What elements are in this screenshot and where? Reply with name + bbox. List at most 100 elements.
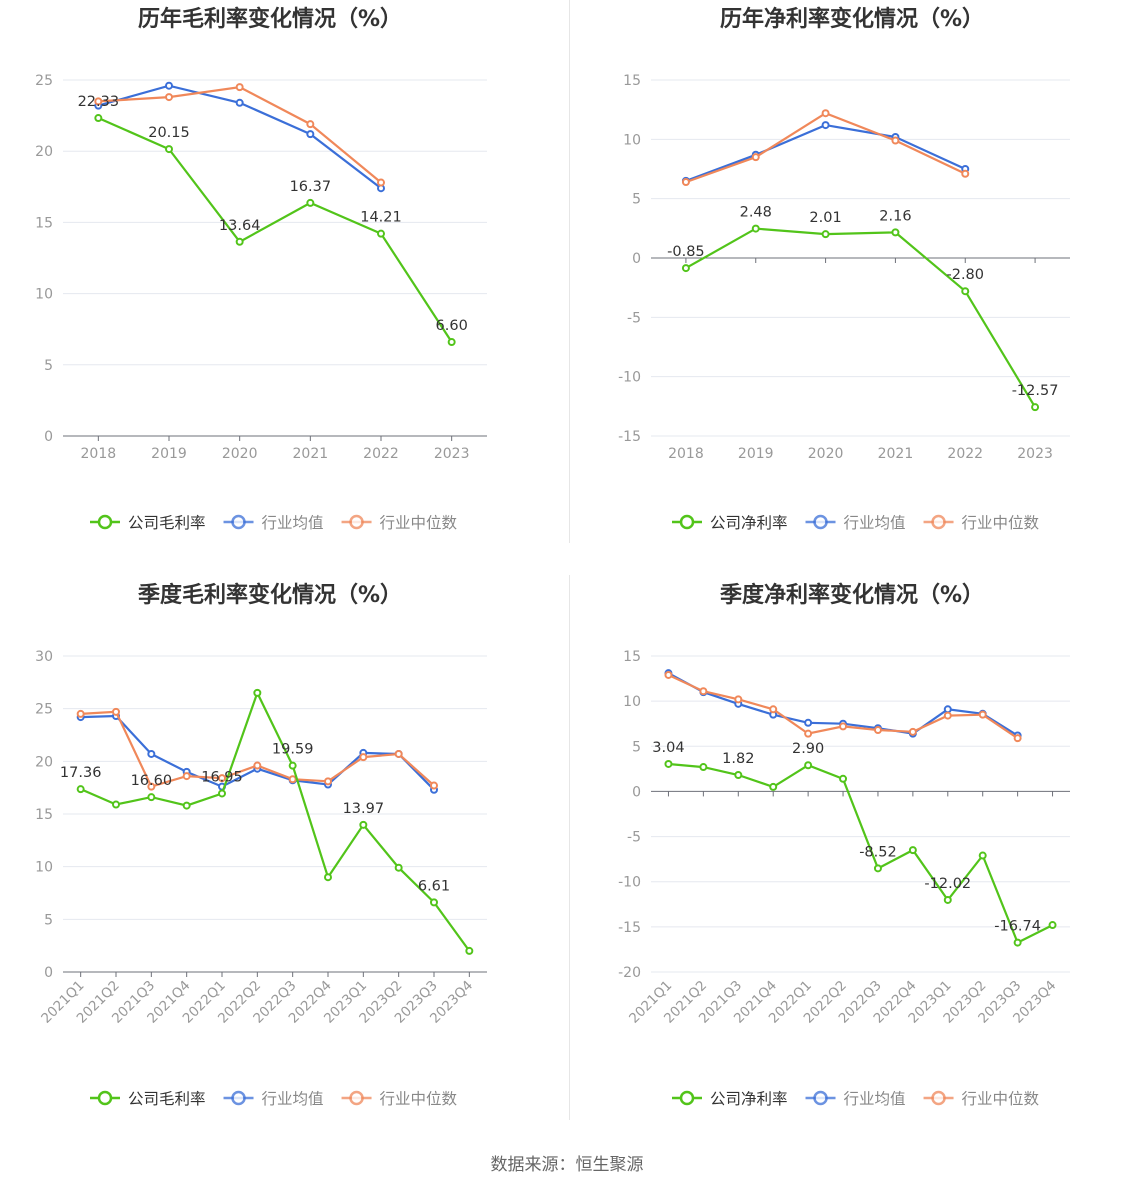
chart4-data-point-1 [664,759,673,768]
chart2-legend-marker-3 [931,514,946,530]
chart1-legend-marker-2 [231,514,246,530]
chart1-data-point-1 [306,198,315,207]
chart1-x-tick-label: 2019 [151,446,187,462]
chart2-y-tick-label: 10 [623,132,641,148]
chart1-x-tick-label: 2022 [363,446,399,462]
chart1-data-point-1 [94,114,103,123]
chart4-data-point-1 [943,895,952,904]
chart3-data-point-3 [430,781,438,790]
chart4-data-point-3 [1013,734,1022,743]
chart3-legend-label-3: 行业中位数 [380,1090,458,1108]
chart4-data-point-3 [978,710,987,719]
chart1-series-line-1 [97,116,453,343]
chart4-y-tick-label: 5 [632,739,641,755]
chart2-x-tick-label: 2020 [808,446,844,462]
chart2-data-point-1 [681,264,690,273]
chart4-data-label: -16.74 [994,919,1041,935]
chart1-data-label: 6.60 [436,318,468,334]
chart3-data-point-3 [288,775,297,784]
chart4-data-point-3 [839,722,848,731]
chart3-data-point-1 [430,898,438,907]
chart3-title: 季度毛利率变化情况（%） [138,582,402,608]
chart2-data-label: 2.48 [740,205,772,221]
chart3-data-point-1 [182,801,191,810]
chart3-legend-marker-1 [97,1090,113,1106]
chart4-data-point-2 [804,718,813,727]
chart3-series-line-1 [80,690,471,952]
chart2-data-point-1 [891,228,900,237]
chart1-data-point-1 [447,338,456,347]
chart2-data-point-3 [821,109,830,118]
chart1-data-label: 14.21 [360,210,402,226]
chart4-data-point-1 [839,774,848,783]
chart1-x-tick-label: 2023 [434,446,470,462]
chart3-data-point-1 [288,761,297,770]
chart2-legend-marker-2 [813,514,828,530]
chart2-x-tick-label: 2022 [947,446,983,462]
chart1-y-tick-label: 15 [35,215,53,231]
chart3-y-tick-label: 25 [35,702,53,718]
chart2-y-tick-label: 0 [632,251,641,267]
chart1-legend-label-1: 公司毛利率 [128,514,206,532]
chart2-series-line-1 [685,227,1037,408]
chart1-legend-label-2: 行业均值 [262,514,324,532]
chart3-data-point-3 [182,772,191,781]
chart4-data-point-3 [804,729,813,738]
chart4-data-point-2 [943,705,952,714]
chart1-y-tick-label: 20 [35,144,53,160]
chart3-legend-marker-2 [231,1090,246,1106]
chart2-data-point-2 [821,121,830,130]
chart3-data-point-1 [253,688,262,697]
chart2-data-point-1 [821,230,830,239]
chart2-x-tick-label: 2021 [878,446,914,462]
chart3-y-tick-label: 30 [35,649,53,665]
chart3-data-point-3 [147,782,156,791]
chart3-data-point-1 [112,800,120,809]
chart3-data-point-1 [324,873,332,882]
chart2-data-point-3 [891,136,900,145]
chart4-legend-label-3: 行业中位数 [962,1090,1040,1108]
chart1-y-tick-label: 10 [35,287,53,303]
chart2-data-point-1 [961,287,970,296]
chart3-legend-label-1: 公司毛利率 [128,1090,206,1108]
chart2-data-point-3 [751,153,760,162]
chart2-x-tick-label: 2023 [1017,446,1053,462]
chart3-data-point-3 [324,777,332,786]
data-source-text: 数据来源：恒生聚源 [490,1155,644,1175]
chart4-data-point-1 [734,770,743,779]
chart3-data-point-3 [253,761,262,770]
chart2-y-tick-label: 5 [632,192,641,208]
chart1-data-point-1 [165,145,173,154]
chart2-data-label: -12.57 [1012,383,1059,399]
chart2-data-label: 2.16 [879,208,911,224]
chart3-data-point-1 [147,793,156,802]
chart4-y-tick-label: -15 [618,920,641,936]
chart3-data-label: 19.59 [272,742,314,758]
chart2-y-tick-label: -10 [618,370,641,386]
chart4-data-label: 3.04 [652,740,684,756]
chart2-data-point-1 [1031,403,1040,412]
chart1-data-point-1 [235,237,244,246]
chart3-y-tick-label: 0 [44,965,53,981]
vertical-divider-top [569,0,570,543]
chart2-y-tick-label: -5 [627,310,641,326]
chart1-data-point-2 [165,81,173,90]
chart1-data-point-3 [94,97,103,106]
chart3-data-point-3 [218,774,226,783]
chart1-data-label: 20.15 [148,125,190,141]
chart4-series-line-1 [668,762,1053,945]
chart2-title: 历年净利率变化情况（%） [720,6,984,32]
chart4-y-tick-label: -10 [618,875,641,891]
chart3-data-point-1 [465,946,474,955]
chart1-data-point-3 [377,178,385,187]
chart2-data-label: -0.85 [667,244,705,260]
chart4-data-point-1 [1048,921,1057,930]
chart4-legend-label-1: 公司净利率 [710,1090,788,1108]
chart4-data-label: -8.52 [859,844,897,860]
chart4-data-point-1 [1013,938,1022,947]
chart1-data-point-2 [235,98,244,107]
chart3-data-point-3 [359,753,368,762]
chart1-legend-marker-1 [97,514,113,530]
chart4-data-point-3 [699,687,708,696]
